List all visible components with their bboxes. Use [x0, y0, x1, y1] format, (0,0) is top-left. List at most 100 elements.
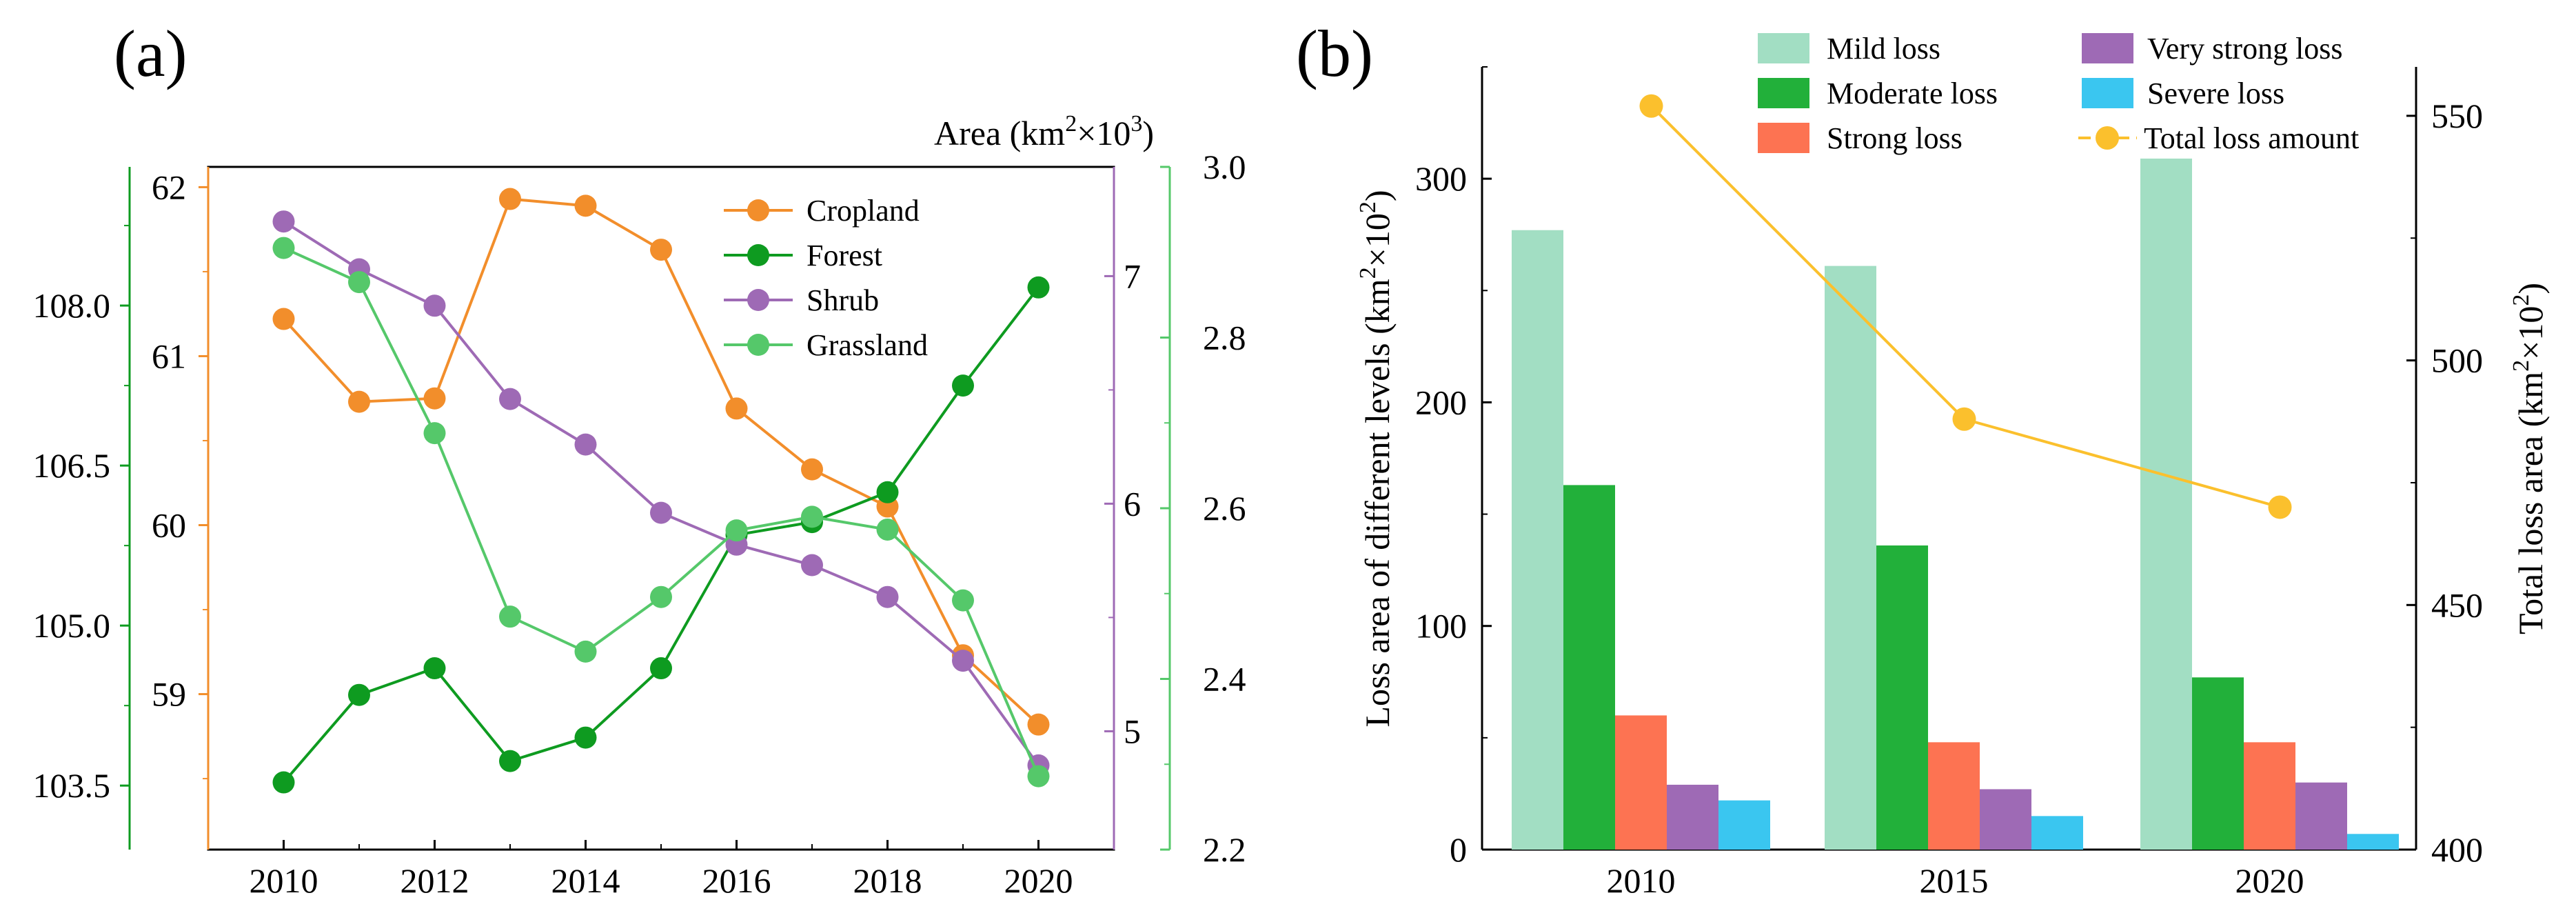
shrub-point — [650, 501, 672, 524]
grassland-legend-label: Grassland — [807, 328, 928, 362]
shrub-point — [876, 585, 899, 608]
forest-point — [952, 374, 974, 397]
cropland-point — [1027, 713, 1050, 736]
forest-point — [876, 481, 899, 503]
bar-mild-loss — [1512, 230, 1563, 850]
forest-point — [423, 657, 446, 680]
panel-b: (b) Loss area of different levels (km2×1… — [1296, 17, 2550, 900]
forest-point — [348, 683, 370, 706]
grassland-point — [272, 237, 295, 259]
forest-tick-label: 106.5 — [33, 446, 111, 485]
panel-b-label: (b) — [1296, 17, 1373, 90]
x-tick-label-a: 2014 — [551, 861, 620, 900]
grassland-point — [423, 422, 446, 445]
panel-b-total-line — [1639, 94, 2292, 519]
total-loss-point — [1639, 94, 1663, 118]
panel-a-label: (a) — [114, 17, 187, 90]
x-tick-label-b: 2020 — [2235, 861, 2304, 900]
x-tick-label-a: 2010 — [250, 861, 318, 900]
left-y-tick-label-b: 200 — [1415, 383, 1467, 421]
legend-label-total-loss-amount: Total loss amount — [2144, 121, 2359, 155]
cropland-point — [423, 387, 446, 410]
shrub-point — [574, 433, 597, 456]
grassland-tick-label: 3.0 — [1203, 148, 1246, 186]
bar-strong-loss — [2244, 742, 2295, 850]
shrub-legend-marker — [747, 289, 769, 311]
cropland-point — [574, 194, 597, 217]
legend-label-very-strong-loss: Very strong loss — [2147, 32, 2343, 66]
legend-swatch-strong-loss — [1758, 123, 1809, 153]
right-y-tick-label-b: 550 — [2431, 97, 2483, 135]
cropland-point — [272, 308, 295, 330]
grassland-tick-label: 2.2 — [1203, 830, 1246, 869]
panel-b-bars — [1512, 158, 2399, 850]
cropland-point — [801, 458, 823, 481]
legend-swatch-severe-loss — [2082, 78, 2133, 108]
x-tick-label-b: 2010 — [1607, 861, 1676, 900]
cropland-tick-label: 60 — [152, 506, 186, 545]
forest-point — [499, 750, 521, 772]
bar-strong-loss — [1928, 742, 1980, 850]
forest-point — [1027, 276, 1050, 299]
grassland-point — [952, 589, 974, 612]
shrub-line — [283, 220, 1040, 767]
bar-moderate-loss — [1563, 485, 1615, 850]
legend-swatch-moderate-loss — [1758, 78, 1809, 108]
grassland-point — [876, 518, 899, 541]
bar-mild-loss — [2140, 158, 2192, 850]
legend-total-marker — [2096, 126, 2119, 150]
shrub-legend-label: Shrub — [807, 283, 879, 317]
grassland-tick-label: 2.8 — [1203, 319, 1246, 357]
cropland-point — [650, 239, 672, 261]
area-axis-title: Area (km2×103) — [934, 111, 1154, 152]
shrub-point — [423, 294, 446, 317]
x-tick-label-a: 2016 — [702, 861, 771, 900]
right-y-tick-label-b: 450 — [2431, 585, 2483, 624]
grassland-point — [725, 519, 748, 542]
legend-swatch-very-strong-loss — [2082, 33, 2133, 63]
legend-label-severe-loss: Severe loss — [2147, 77, 2284, 110]
panel-b-legend: Mild loss Moderate loss Strong loss Very st… — [1758, 32, 2359, 155]
left-y-tick-label-b: 300 — [1415, 159, 1467, 198]
right-y-tick-label-b: 500 — [2431, 341, 2483, 380]
shrub-point — [272, 210, 295, 233]
x-tick-label-a: 2020 — [1004, 861, 1073, 900]
panel-b-left-axis-title: Loss area of different levels (km2×102) — [1355, 190, 1397, 727]
total-loss-point — [1952, 407, 1976, 431]
cropland-point — [499, 188, 521, 210]
panel-a: (a) Area (km2×103) 2010 2012 2014 2016 2018 2… — [33, 17, 1246, 900]
forest-point — [272, 771, 295, 794]
right-y-tick-label-b: 400 — [2431, 830, 2483, 869]
bar-very-strong-loss — [1667, 784, 1718, 850]
forest-point — [650, 657, 672, 680]
legend-label-mild-loss: Mild loss — [1827, 32, 1940, 66]
legend-label-strong-loss: Strong loss — [1827, 121, 1963, 155]
left-y-tick-label-b: 0 — [1450, 830, 1467, 869]
shrub-point — [499, 388, 521, 410]
grassland-tick-label: 2.4 — [1203, 660, 1246, 699]
x-tick-label-b: 2015 — [1920, 861, 1989, 900]
forest-tick-label: 103.5 — [33, 766, 111, 805]
left-y-tick-label-b: 100 — [1415, 607, 1467, 645]
bar-very-strong-loss — [2295, 782, 2347, 850]
forest-legend-marker — [747, 244, 769, 266]
panel-a-ticks: 2010 2012 2014 2016 2018 2020 59 60 61 62 103.5 105… — [33, 148, 1246, 900]
cropland-point — [348, 390, 370, 413]
bar-moderate-loss — [2192, 677, 2244, 850]
legend-label-moderate-loss: Moderate loss — [1827, 77, 1998, 110]
shrub-tick-label: 5 — [1124, 712, 1141, 750]
grassland-legend-marker — [747, 334, 769, 356]
shrub-point — [952, 650, 974, 672]
forest-tick-label: 105.0 — [33, 606, 111, 645]
grassland-point — [1027, 765, 1050, 788]
grassland-point — [499, 605, 521, 628]
panel-a-legend: Cropland Forest Shrub Grassland — [724, 194, 928, 362]
panel-b-ticks: 0 100 200 300 400 450 500 550 2010 2015 2020 — [1415, 66, 2483, 900]
panel-b-right-axis-title: Total loss area (km2×102) — [2508, 283, 2550, 634]
forest-legend-label: Forest — [807, 239, 882, 272]
bar-strong-loss — [1615, 715, 1667, 850]
cropland-tick-label: 61 — [152, 337, 186, 375]
grassland-point — [574, 640, 597, 663]
grassland-point — [348, 271, 370, 294]
